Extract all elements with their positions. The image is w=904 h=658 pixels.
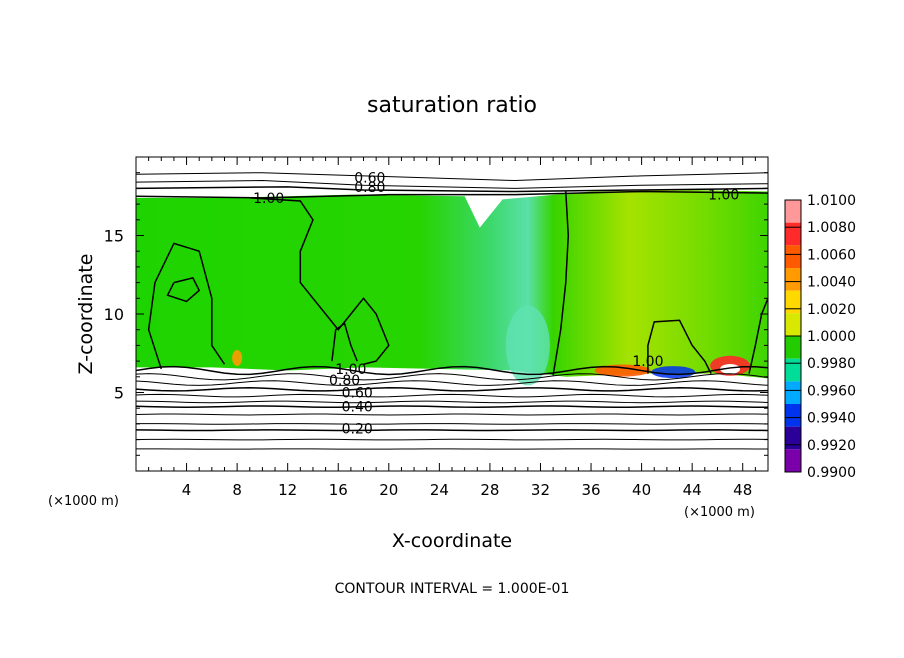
y-tick-label-10: 10 [104,305,124,324]
colorbar-swatch-5 [785,291,801,314]
colorbar-label-2: 1.0080 [807,220,856,236]
x-unit-left: (×1000 m) [48,494,119,509]
colorbar-swatch-10 [785,404,801,427]
colorbar-swatch-2 [785,223,801,246]
x-tick-label-44: 44 [683,481,702,499]
contour-lower-5 [136,394,768,397]
x-tick-label-8: 8 [232,481,242,499]
colorbar-swatch-6 [785,313,801,336]
contour-interval-note: CONTOUR INTERVAL = 1.000E-01 [335,581,570,597]
contour-upper-1 [136,173,768,181]
colorbar-label-8: 0.9960 [807,383,856,399]
colorbar-swatch-11 [785,427,801,450]
colorbar-swatch-7 [785,336,801,359]
x-tick-label-20: 20 [379,481,398,499]
colorbar-swatch-12 [785,449,801,472]
contour-lower-7 [136,406,768,407]
colorbar-label-6: 1.0000 [807,329,856,345]
x-unit-right: (×1000 m) [684,505,755,520]
x-tick-label-48: 48 [733,481,752,499]
colorbar-label-11: 0.9900 [807,465,856,481]
chart-title: saturation ratio [367,93,537,118]
contour-lower-10 [136,430,768,431]
contour-label-3: 1.00 [253,191,284,207]
contour-label-5: 1.00 [632,354,663,370]
colorbar-swatch-8 [785,359,801,382]
colorbar-label-4: 1.0040 [807,275,856,291]
x-tick-label-28: 28 [480,481,499,499]
colorbar: 1.0100 1.0080 1.0060 1.0040 1.0020 1.0000 0.99… [785,193,856,481]
colorbar-swatch-1 [785,200,801,223]
y-axis-label: Z-coordinate [75,254,97,375]
contour-label-10: 0.20 [342,422,373,438]
colorbar-label-5: 1.0020 [807,302,856,318]
field-fill [136,190,768,378]
colorbar-label-3: 1.0060 [807,247,856,263]
contour-label-2: 0.80 [354,180,385,196]
x-tick-label-12: 12 [278,481,297,499]
x-tick-label-4: 4 [182,481,192,499]
contour-lower-3 [136,381,768,386]
x-tick-label-40: 40 [632,481,651,499]
x-tick-label-32: 32 [531,481,550,499]
y-tick-label-5: 5 [114,384,124,403]
colorbar-swatch-3 [785,245,801,268]
colorbar-label-1: 1.0100 [807,193,856,209]
colorbar-label-10: 0.9920 [807,438,856,454]
contour-lower-8 [136,414,768,415]
x-tick-label-36: 36 [581,481,600,499]
colorbar-label-9: 0.9940 [807,411,856,427]
y-tick-label-15: 15 [104,227,124,246]
contour-label-4: 1.00 [708,188,739,204]
field-patch-high-3 [232,350,242,366]
x-tick-label-24: 24 [430,481,449,499]
x-tick-label-16: 16 [329,481,348,499]
contour-lower-4 [136,388,768,391]
colorbar-label-7: 0.9980 [807,356,856,372]
contour-lower-6 [136,401,768,403]
contour-label-9: 0.40 [342,400,373,416]
colorbar-swatch-9 [785,381,801,404]
x-axis-label: X-coordinate [392,530,512,552]
colorbar-swatch-4 [785,268,801,291]
contour-lower-11 [136,439,768,440]
contour-lower-9 [136,424,768,425]
